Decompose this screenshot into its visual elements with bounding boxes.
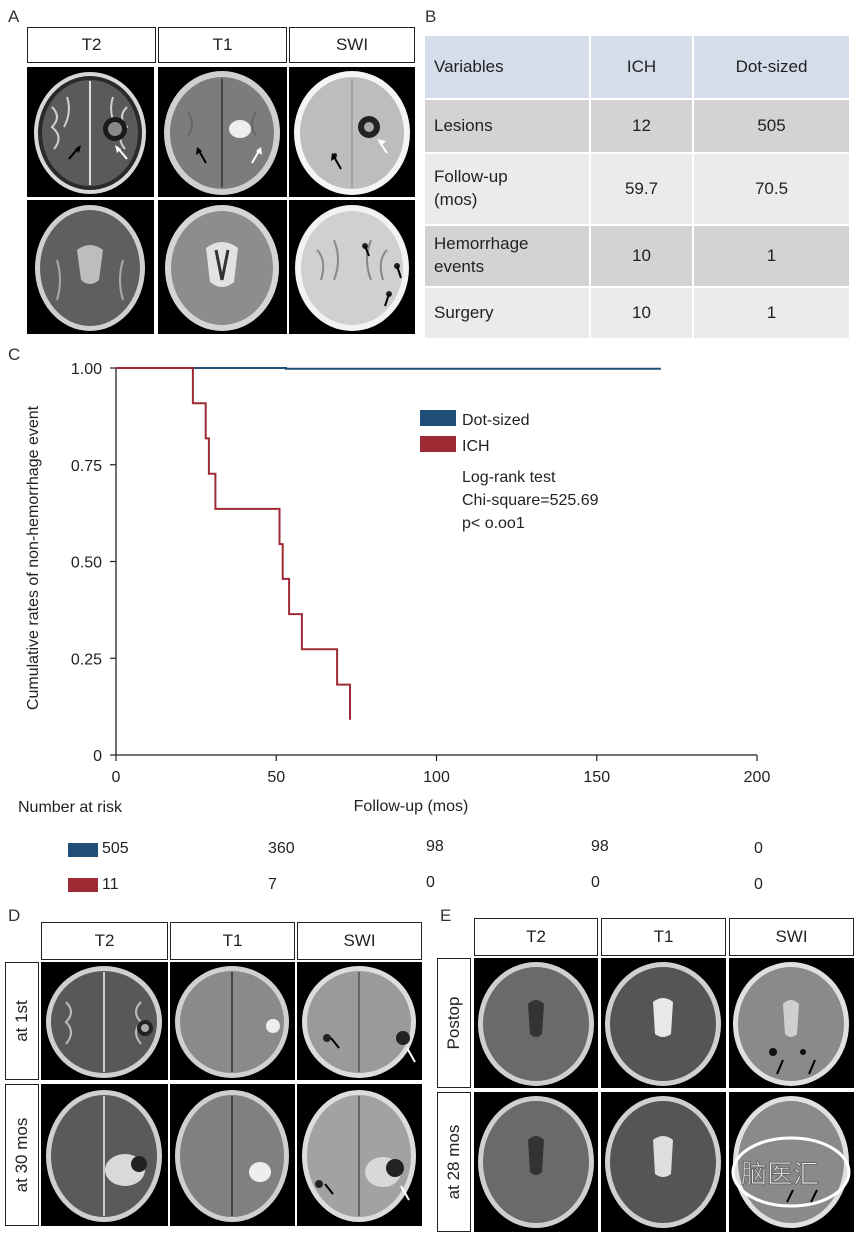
risk-ich-value: 0 xyxy=(591,874,600,891)
legend-swatch-dot-sized xyxy=(420,410,456,426)
x-axis-label: Follow-up (mos) xyxy=(354,798,469,815)
panel-label-e: E xyxy=(440,906,452,925)
annotation-chi-square: Chi-square=525.69 xyxy=(462,492,599,509)
risk-swatch-ich xyxy=(68,878,98,892)
row-label-d-2: at 30 mos xyxy=(5,1084,39,1226)
table-header-dot-sized: Dot-sized xyxy=(694,36,849,98)
legend-label-ich: ICH xyxy=(462,438,490,455)
header-d-swi: SWI xyxy=(297,922,422,960)
annotation-p-value: p< o.oo1 xyxy=(462,515,525,532)
y-axis-label: Cumulative rates of non-hemorrhage event xyxy=(25,405,42,710)
km-chart: Cumulative rates of non-hemorrhage event… xyxy=(25,361,771,815)
risk-ich-value: 0 xyxy=(754,876,763,893)
risk-dot-value: 98 xyxy=(426,838,444,855)
risk-dot-value: 360 xyxy=(268,840,295,857)
risk-ich-value: 0 xyxy=(426,874,435,891)
header-a-swi: SWI xyxy=(289,27,415,63)
mri-e-t1-top xyxy=(601,958,726,1088)
table-cell-ich: 10 xyxy=(591,288,692,338)
legend-swatch-ich xyxy=(420,436,456,452)
mri-d-t1-top xyxy=(170,962,295,1080)
x-tick-label: 0 xyxy=(112,769,121,786)
risk-dot-value: 505 xyxy=(102,840,129,857)
mri-d-t2-bottom xyxy=(41,1084,168,1226)
mri-e-swi-bottom: 脑医汇 xyxy=(729,1092,854,1232)
series-line-dot-sized xyxy=(116,367,661,370)
table-cell-ich: 59.7 xyxy=(591,154,692,224)
x-tick-label: 200 xyxy=(744,769,771,786)
header-e-t2: T2 xyxy=(474,918,598,956)
header-a-t1: T1 xyxy=(158,27,287,63)
risk-dot-value: 0 xyxy=(754,840,763,857)
risk-ich-value: 11 xyxy=(102,876,119,893)
table-cell-dot: 1 xyxy=(694,226,849,286)
mri-e-t1-bottom xyxy=(601,1092,726,1232)
mri-d-t2-top xyxy=(41,962,168,1080)
mri-a-t2-top xyxy=(27,67,154,197)
table-row-label: Hemorrhage events xyxy=(425,226,589,286)
watermark-logo: 脑医汇 xyxy=(740,1159,820,1190)
table-cell-ich: 10 xyxy=(591,226,692,286)
risk-swatch-dot-sized xyxy=(68,843,98,857)
mri-a-swi-bottom xyxy=(289,200,415,334)
row-label-e-1: Postop xyxy=(437,958,471,1088)
risk-ich-value: 7 xyxy=(268,876,277,893)
panel-label-a: A xyxy=(8,7,20,26)
mri-a-t1-bottom xyxy=(158,200,287,334)
mri-e-t2-bottom xyxy=(474,1092,598,1232)
series-line-ich xyxy=(116,367,351,720)
table-cell-ich: 12 xyxy=(591,100,692,152)
mri-a-t1-top xyxy=(158,67,287,197)
table-cell-dot: 505 xyxy=(694,100,849,152)
table-row-label: Lesions xyxy=(425,100,589,152)
header-a-t2: T2 xyxy=(27,27,156,63)
mri-d-swi-bottom xyxy=(297,1084,422,1226)
y-tick-label: 0.50 xyxy=(71,555,102,572)
mri-d-t1-bottom xyxy=(170,1084,295,1226)
x-tick-label: 150 xyxy=(583,769,610,786)
row-label-d-1: at 1st xyxy=(5,962,39,1080)
header-e-t1: T1 xyxy=(601,918,726,956)
y-tick-label: 1.00 xyxy=(71,361,102,378)
summary-table: Variables ICH Dot-sized Lesions 12 505 F… xyxy=(425,36,849,338)
y-tick-label: 0.75 xyxy=(71,458,102,475)
table-row-label: Follow-up (mos) xyxy=(425,154,589,224)
row-label-e-2: at 28 mos xyxy=(437,1092,471,1232)
mri-a-swi-top xyxy=(289,67,415,197)
panel-label-c: C xyxy=(8,345,21,364)
header-d-t2: T2 xyxy=(41,922,168,960)
y-tick-label: 0 xyxy=(93,748,102,765)
panel-label-b: B xyxy=(425,7,437,26)
y-tick-label: 0.25 xyxy=(71,651,102,668)
table-row-label: Surgery xyxy=(425,288,589,338)
mri-e-swi-top xyxy=(729,958,854,1088)
panel-label-d: D xyxy=(8,906,21,925)
legend-label-dot-sized: Dot-sized xyxy=(462,412,530,429)
table-header-ich: ICH xyxy=(591,36,692,98)
risk-title: Number at risk xyxy=(18,799,123,816)
table-header-variables: Variables xyxy=(425,36,589,98)
x-tick-label: 100 xyxy=(423,769,450,786)
x-tick-label: 50 xyxy=(267,769,285,786)
mri-a-t2-bottom xyxy=(27,200,154,334)
header-e-swi: SWI xyxy=(729,918,854,956)
table-cell-dot: 70.5 xyxy=(694,154,849,224)
header-d-t1: T1 xyxy=(170,922,295,960)
risk-dot-value: 98 xyxy=(591,838,609,855)
table-cell-dot: 1 xyxy=(694,288,849,338)
annotation-log-rank: Log-rank test xyxy=(462,469,556,486)
mri-d-swi-top xyxy=(297,962,422,1080)
mri-e-t2-top xyxy=(474,958,598,1088)
